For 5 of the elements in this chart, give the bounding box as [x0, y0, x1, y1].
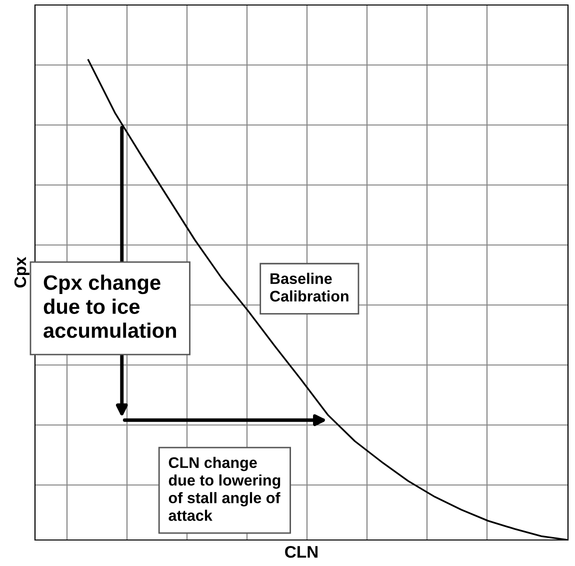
- annotation: CLN change due to lowering of stall angle of attack: [168, 456, 280, 521]
- x-axis-title: CLN: [285, 546, 318, 558]
- annotation: Cpx change due to ice accumulation: [44, 274, 176, 338]
- y-axis-title: Cpx: [14, 256, 30, 288]
- annotation: Baseline Calibration: [270, 272, 348, 302]
